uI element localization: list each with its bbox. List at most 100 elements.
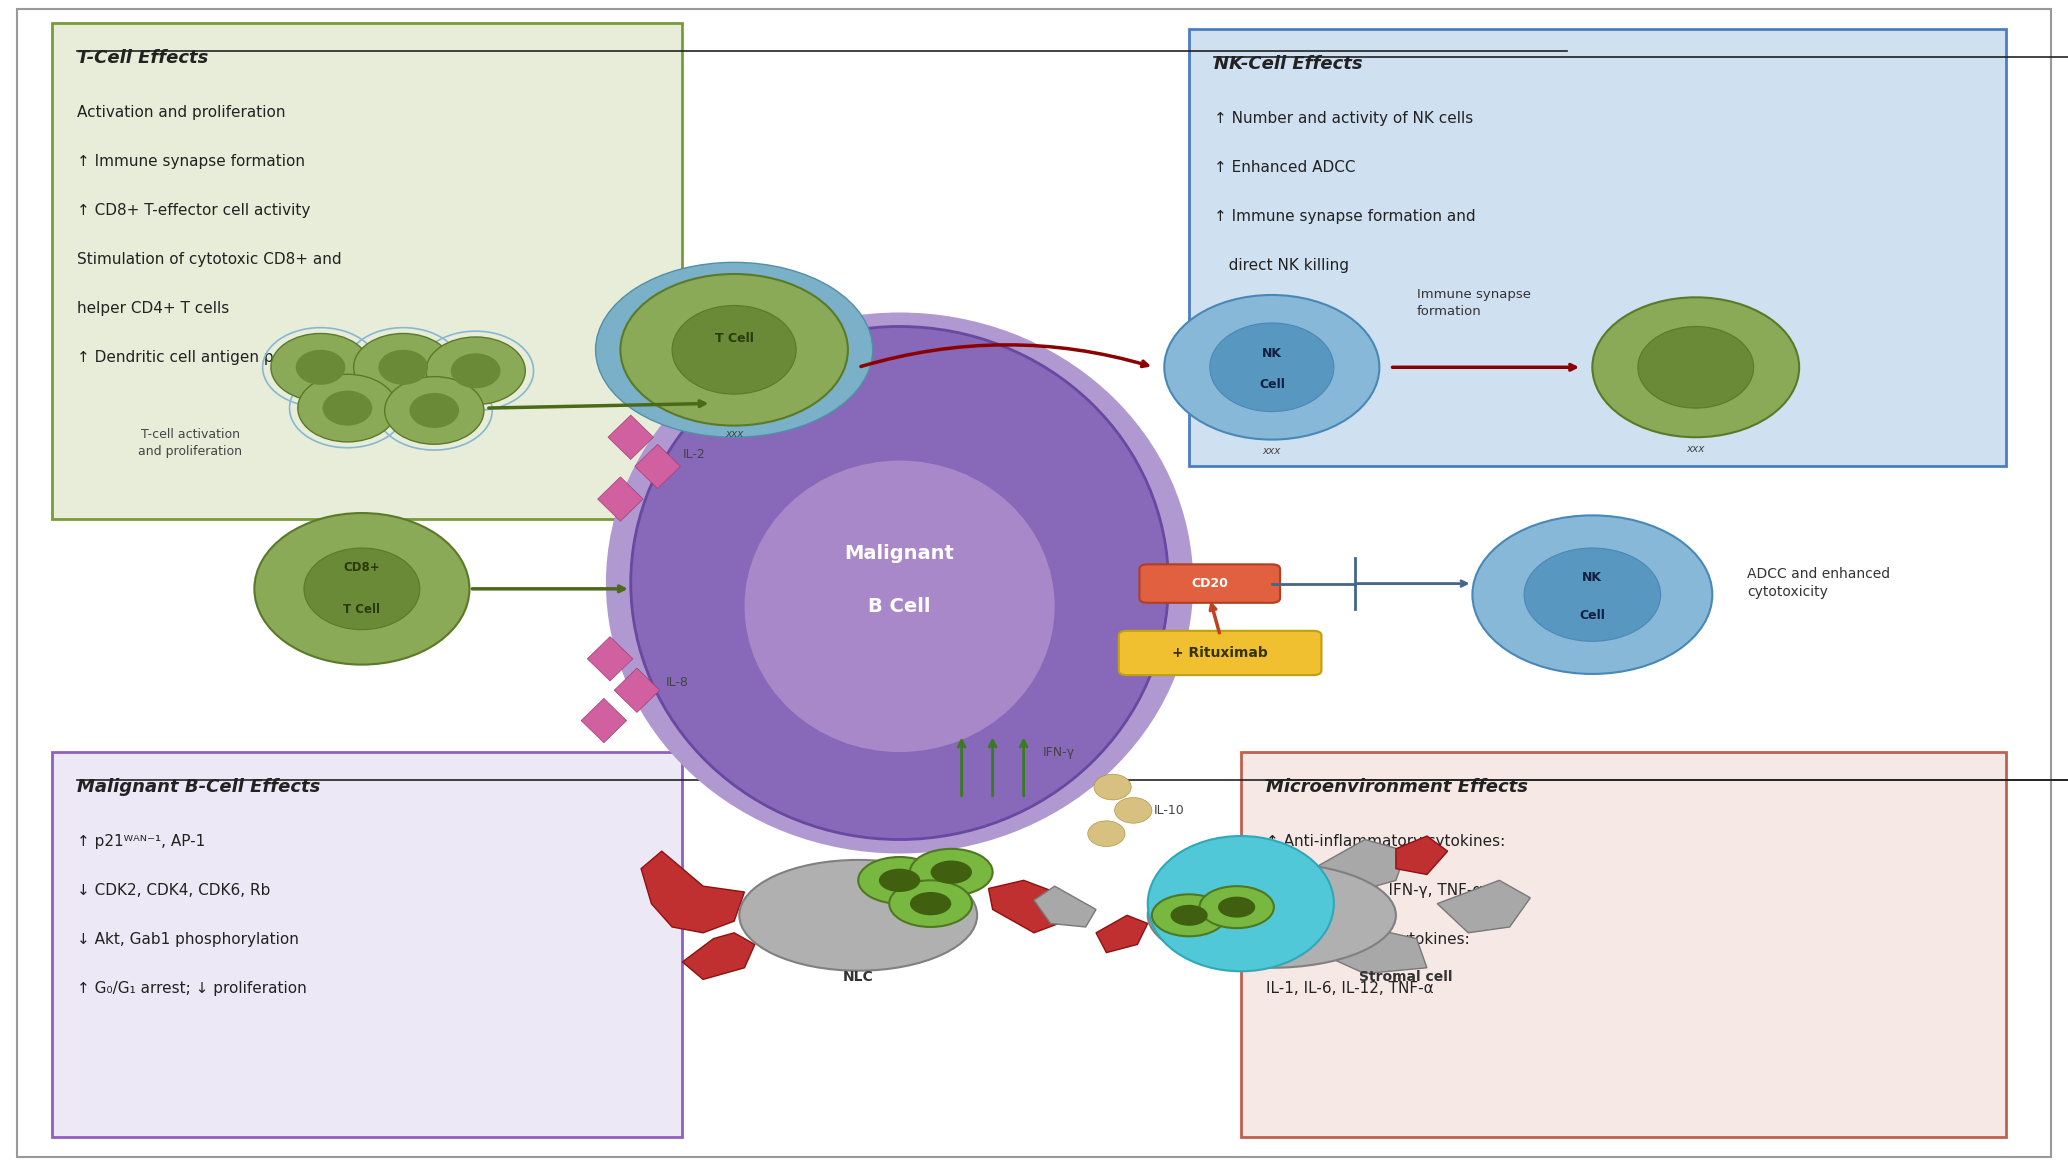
Text: CD20: CD20 (1191, 577, 1228, 590)
Circle shape (910, 892, 951, 915)
Polygon shape (641, 851, 744, 933)
Polygon shape (1034, 886, 1096, 927)
Polygon shape (989, 880, 1065, 933)
Circle shape (1199, 886, 1274, 928)
Text: ↑ Immune synapse formation: ↑ Immune synapse formation (77, 154, 304, 169)
Ellipse shape (426, 337, 525, 405)
Text: IL-10: IL-10 (1154, 803, 1185, 817)
FancyBboxPatch shape (1139, 564, 1280, 603)
Text: IL-8: IL-8 (666, 675, 689, 689)
Text: NK: NK (1261, 346, 1282, 360)
Ellipse shape (304, 548, 420, 630)
Text: xxx: xxx (1264, 447, 1280, 456)
Ellipse shape (1088, 821, 1125, 847)
Polygon shape (635, 444, 680, 489)
Text: Cell: Cell (1259, 378, 1284, 392)
Text: ADCC and enhanced
cytotoxicity: ADCC and enhanced cytotoxicity (1747, 567, 1890, 599)
Text: IFN-γ: IFN-γ (1042, 745, 1075, 759)
Text: NLC: NLC (844, 970, 873, 984)
FancyBboxPatch shape (52, 752, 682, 1137)
Ellipse shape (1472, 515, 1712, 674)
Circle shape (889, 880, 972, 927)
Ellipse shape (323, 391, 372, 426)
Text: + Rituximab: + Rituximab (1173, 646, 1268, 660)
Text: T-cell activation
and proliferation: T-cell activation and proliferation (139, 428, 242, 458)
Ellipse shape (1210, 323, 1334, 412)
Ellipse shape (740, 861, 976, 970)
Text: ↓ Inflammatory cytokines:: ↓ Inflammatory cytokines: (1266, 932, 1470, 947)
Text: ↑ Number and activity of NK cells: ↑ Number and activity of NK cells (1214, 111, 1472, 126)
Text: Stromal cell: Stromal cell (1359, 970, 1454, 984)
Ellipse shape (744, 461, 1055, 752)
Ellipse shape (296, 350, 345, 385)
Text: B: B (1235, 894, 1247, 913)
Text: ↓ CDK2, CDK4, CDK6, Rb: ↓ CDK2, CDK4, CDK6, Rb (77, 883, 271, 898)
Text: NK-Cell Effects: NK-Cell Effects (1214, 55, 1363, 72)
Text: Malignant B-Cell Effects: Malignant B-Cell Effects (77, 778, 321, 795)
Text: xxx: xxx (726, 429, 742, 438)
Ellipse shape (1524, 548, 1661, 641)
Ellipse shape (271, 333, 370, 401)
Text: ↑ Dendritic cell antigen presentation: ↑ Dendritic cell antigen presentation (77, 350, 360, 365)
FancyBboxPatch shape (1119, 631, 1321, 675)
Ellipse shape (409, 393, 459, 428)
Text: direct NK killing: direct NK killing (1214, 258, 1348, 273)
Text: Cell: Cell (1580, 609, 1605, 623)
Text: T-Cell Effects: T-Cell Effects (77, 49, 209, 66)
Text: Stimulation of cytotoxic CD8+ and: Stimulation of cytotoxic CD8+ and (77, 252, 341, 267)
Text: ↑ Immune synapse formation and: ↑ Immune synapse formation and (1214, 209, 1477, 224)
Ellipse shape (1638, 326, 1754, 408)
Polygon shape (581, 698, 627, 743)
Circle shape (931, 861, 972, 884)
Ellipse shape (378, 350, 428, 385)
Text: IL-2, IL-8, IL-10, IFN-γ, TNF-α: IL-2, IL-8, IL-10, IFN-γ, TNF-α (1266, 883, 1483, 898)
FancyBboxPatch shape (17, 9, 2051, 1157)
Text: ↑ CD8+ T-effector cell activity: ↑ CD8+ T-effector cell activity (77, 203, 310, 218)
Polygon shape (1096, 915, 1148, 953)
Ellipse shape (1148, 863, 1396, 968)
Circle shape (1152, 894, 1226, 936)
Ellipse shape (1115, 798, 1152, 823)
Text: helper CD4+ T cells: helper CD4+ T cells (77, 301, 230, 316)
Polygon shape (614, 668, 660, 712)
Ellipse shape (606, 312, 1193, 854)
FancyBboxPatch shape (52, 23, 682, 519)
Ellipse shape (1592, 297, 1799, 437)
Polygon shape (598, 477, 643, 521)
Text: ↑ Enhanced ADCC: ↑ Enhanced ADCC (1214, 160, 1355, 175)
Circle shape (858, 857, 941, 904)
Ellipse shape (354, 333, 453, 401)
Text: ↑ G₀/G₁ arrest; ↓ proliferation: ↑ G₀/G₁ arrest; ↓ proliferation (77, 981, 306, 996)
Circle shape (1170, 905, 1208, 926)
Ellipse shape (631, 326, 1168, 840)
Ellipse shape (254, 513, 469, 665)
Text: Microenvironment Effects: Microenvironment Effects (1266, 778, 1528, 795)
Polygon shape (1437, 880, 1530, 933)
Text: ↑ p21ᵂᴬᴺ⁻¹, AP-1: ↑ p21ᵂᴬᴺ⁻¹, AP-1 (77, 834, 205, 849)
Ellipse shape (1148, 836, 1334, 971)
FancyBboxPatch shape (1241, 752, 2006, 1137)
Text: T Cell: T Cell (716, 331, 753, 345)
Polygon shape (587, 637, 633, 681)
Text: xxx: xxx (1687, 444, 1704, 454)
Circle shape (910, 849, 993, 895)
Ellipse shape (451, 353, 500, 388)
FancyBboxPatch shape (1189, 29, 2006, 466)
Ellipse shape (298, 374, 397, 442)
Text: T Cell: T Cell (343, 603, 381, 617)
Text: B Cell: B Cell (869, 597, 931, 616)
Text: CD8+: CD8+ (343, 561, 381, 575)
Polygon shape (1313, 927, 1427, 974)
Polygon shape (682, 933, 755, 979)
Text: Immune synapse
formation: Immune synapse formation (1417, 288, 1530, 318)
Text: Activation and proliferation: Activation and proliferation (77, 105, 285, 120)
Ellipse shape (672, 305, 796, 394)
Polygon shape (1303, 840, 1406, 892)
Circle shape (1218, 897, 1255, 918)
Ellipse shape (385, 377, 484, 444)
Circle shape (879, 869, 920, 892)
Polygon shape (1396, 836, 1448, 874)
Ellipse shape (1164, 295, 1379, 440)
Text: ↓ Akt, Gab1 phosphorylation: ↓ Akt, Gab1 phosphorylation (77, 932, 298, 947)
Text: IL-1, IL-6, IL-12, TNF-α: IL-1, IL-6, IL-12, TNF-α (1266, 981, 1433, 996)
